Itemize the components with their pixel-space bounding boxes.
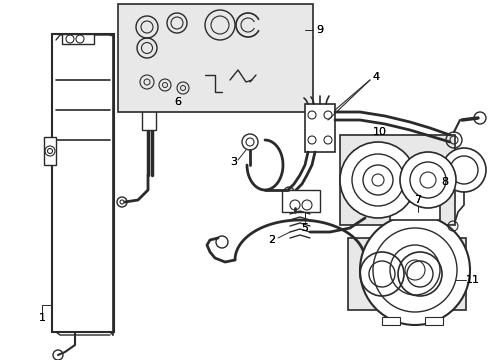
Bar (389, 202, 439, 220)
Text: 1: 1 (39, 313, 45, 323)
Text: 6: 6 (174, 97, 181, 107)
Text: 3: 3 (230, 157, 237, 167)
Bar (62, 34, 94, 44)
Bar (305, 104, 334, 152)
Circle shape (399, 152, 455, 208)
Text: 5: 5 (301, 223, 308, 233)
Text: 11: 11 (465, 275, 479, 285)
Text: 10: 10 (372, 127, 386, 137)
Bar (142, 110, 156, 130)
Bar (381, 317, 399, 325)
Bar (282, 190, 319, 212)
Bar (118, 4, 312, 112)
Bar (44, 137, 56, 165)
Circle shape (441, 148, 485, 192)
Text: 2: 2 (268, 235, 275, 245)
Text: 4: 4 (372, 72, 379, 82)
Text: 1: 1 (39, 313, 45, 323)
Text: 9: 9 (316, 25, 323, 35)
Circle shape (359, 215, 469, 325)
Text: 5: 5 (301, 223, 308, 233)
Bar (414, 194, 424, 202)
Bar (52, 34, 114, 332)
Text: 10: 10 (372, 127, 386, 137)
Text: 7: 7 (414, 195, 421, 205)
Text: 9: 9 (316, 25, 323, 35)
Text: 8: 8 (441, 177, 447, 187)
Text: 2: 2 (268, 235, 275, 245)
Bar (347, 238, 465, 310)
Text: 6: 6 (174, 97, 181, 107)
Circle shape (339, 142, 415, 218)
Bar (394, 194, 404, 202)
Text: 4: 4 (372, 72, 379, 82)
Text: 7: 7 (414, 195, 421, 205)
Text: 3: 3 (230, 157, 237, 167)
Text: 11: 11 (465, 275, 479, 285)
Text: 8: 8 (441, 177, 447, 187)
Bar (339, 135, 454, 225)
Bar (424, 317, 442, 325)
